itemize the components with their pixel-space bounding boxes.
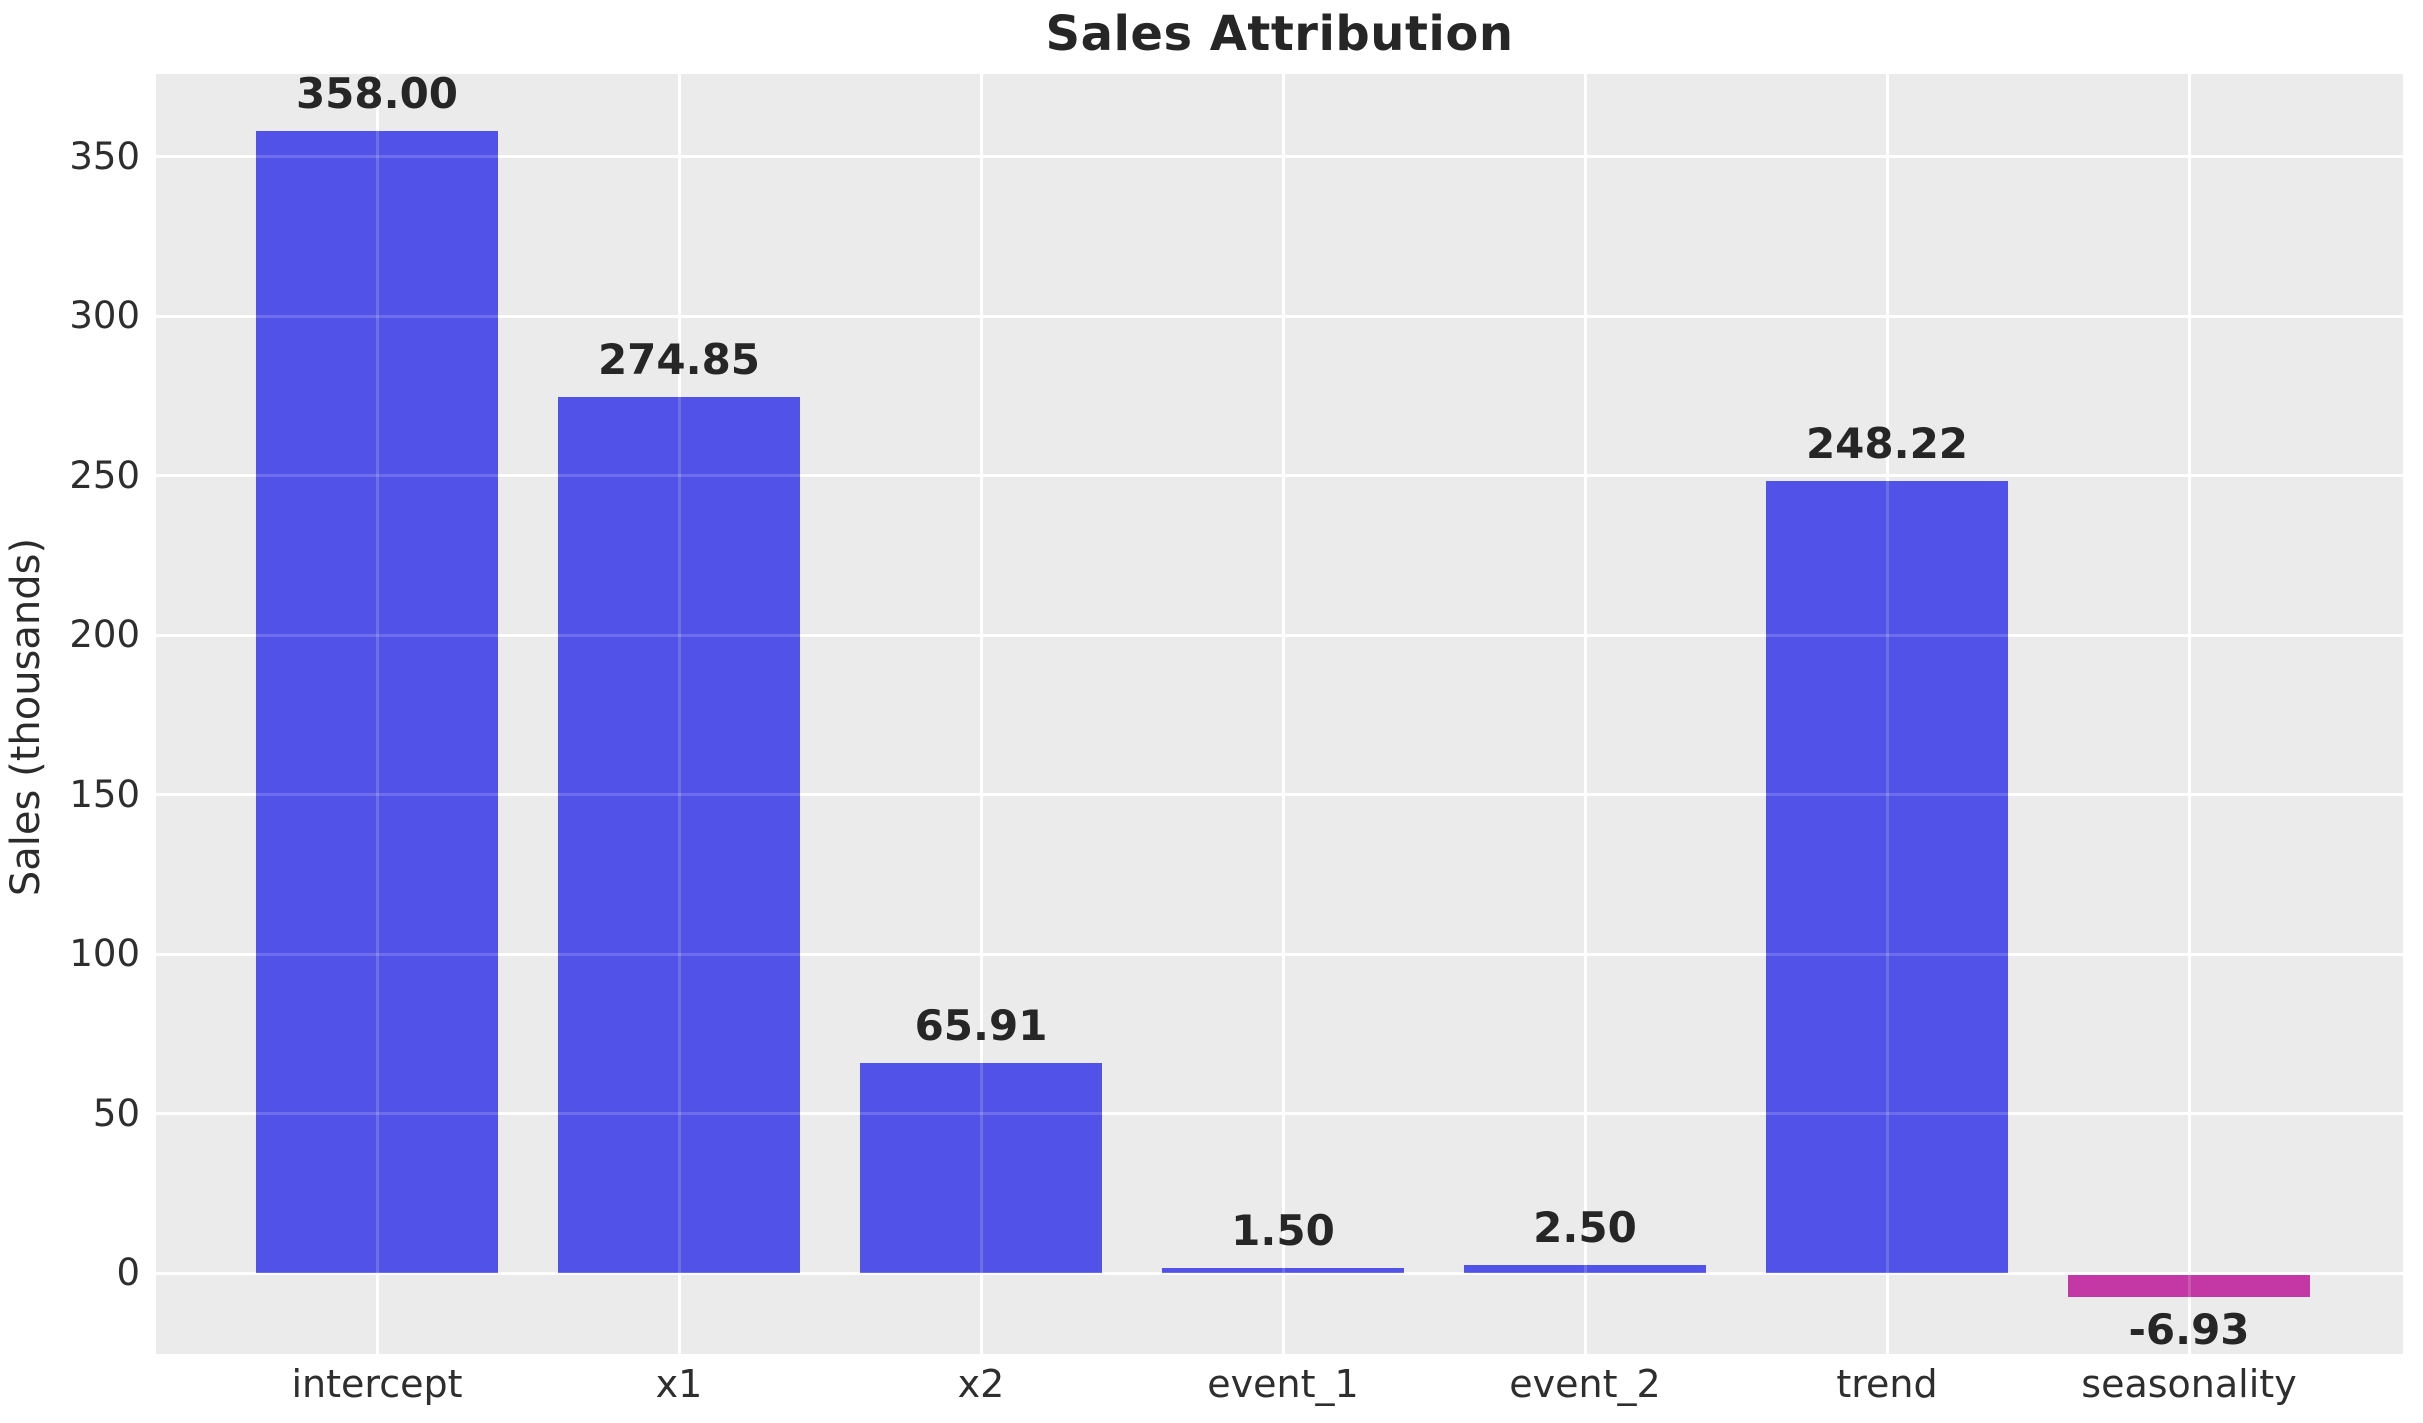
bar-value-label: 248.22 [1805,419,1969,469]
v-gridline-overlay [1583,74,1587,1354]
bar-value-label: 1.50 [1231,1206,1335,1256]
bar-intercept [256,131,498,1273]
v-gridline-overlay [1281,74,1285,1354]
h-gridline-overlay [156,1112,2403,1116]
bar-value-label: 2.50 [1533,1203,1637,1253]
bar-value-label: 274.85 [597,334,761,384]
y-tick-label: 350 [69,134,140,178]
v-gridline-overlay [2187,74,2191,1354]
h-gridline-overlay [156,1271,2403,1275]
bar-seasonality [2068,1274,2310,1297]
x-tick-label-seasonality: seasonality [2081,1362,2297,1406]
y-tick-label: 0 [116,1251,140,1294]
bar-x1 [558,396,800,1273]
v-gridline [1281,74,1285,1354]
x-tick-label-intercept: intercept [291,1362,463,1406]
chart-title: Sales Attribution [1045,6,1514,62]
h-gridline-overlay [156,474,2403,478]
bar-value-label: 65.91 [914,1000,1048,1050]
x-tick-label-x2: x2 [957,1362,1005,1406]
y-tick-label: 300 [69,294,140,338]
h-gridline-overlay [156,793,2403,797]
v-gridline [2187,74,2191,1354]
v-gridline-overlay [979,74,983,1354]
y-tick-label: 150 [69,772,140,816]
bar-event_2 [1464,1265,1706,1273]
h-gridline [156,952,2403,956]
v-gridline-overlay [1885,74,1889,1354]
h-gridline [156,155,2403,159]
bars-layer [156,74,2403,1354]
bar-value-label: 358.00 [295,69,459,119]
h-gridline [156,633,2403,637]
v-gridline-overlay [677,74,681,1354]
y-tick-label: 200 [69,613,140,657]
h-gridline-overlay [156,155,2403,159]
bar-x2 [860,1062,1102,1273]
x-tick-label-event_2: event_2 [1509,1362,1661,1406]
v-gridline-overlay [375,74,379,1354]
bar-trend [1766,481,2008,1273]
y-tick-label: 50 [92,1091,140,1135]
h-gridline-overlay [156,633,2403,637]
y-tick-label: 100 [69,932,140,976]
x-tick-label-trend: trend [1836,1362,1938,1406]
bar-value-label: -6.93 [2128,1304,2250,1354]
plot-area: 358.00 274.85 65.91 1.50 2.50 248.22 -6.93 [156,69,2403,1354]
v-gridline [979,74,983,1354]
x-tick-label-event_1: event_1 [1207,1362,1359,1406]
overlay-gridline-layer [156,74,2403,1354]
h-gridline [156,793,2403,797]
h-gridline [156,1112,2403,1116]
bar-event_1 [1162,1268,1404,1273]
h-gridline [156,1271,2403,1275]
h-gridline-overlay [156,952,2403,956]
h-gridline [156,314,2403,318]
h-gridline [156,474,2403,478]
y-tick-label: 250 [69,453,140,497]
x-tick-label-x1: x1 [655,1362,703,1406]
h-gridline-overlay [156,314,2403,318]
value-label-layer: 358.00 274.85 65.91 1.50 2.50 248.22 -6.93 [156,69,2403,1354]
v-gridline [1583,74,1587,1354]
